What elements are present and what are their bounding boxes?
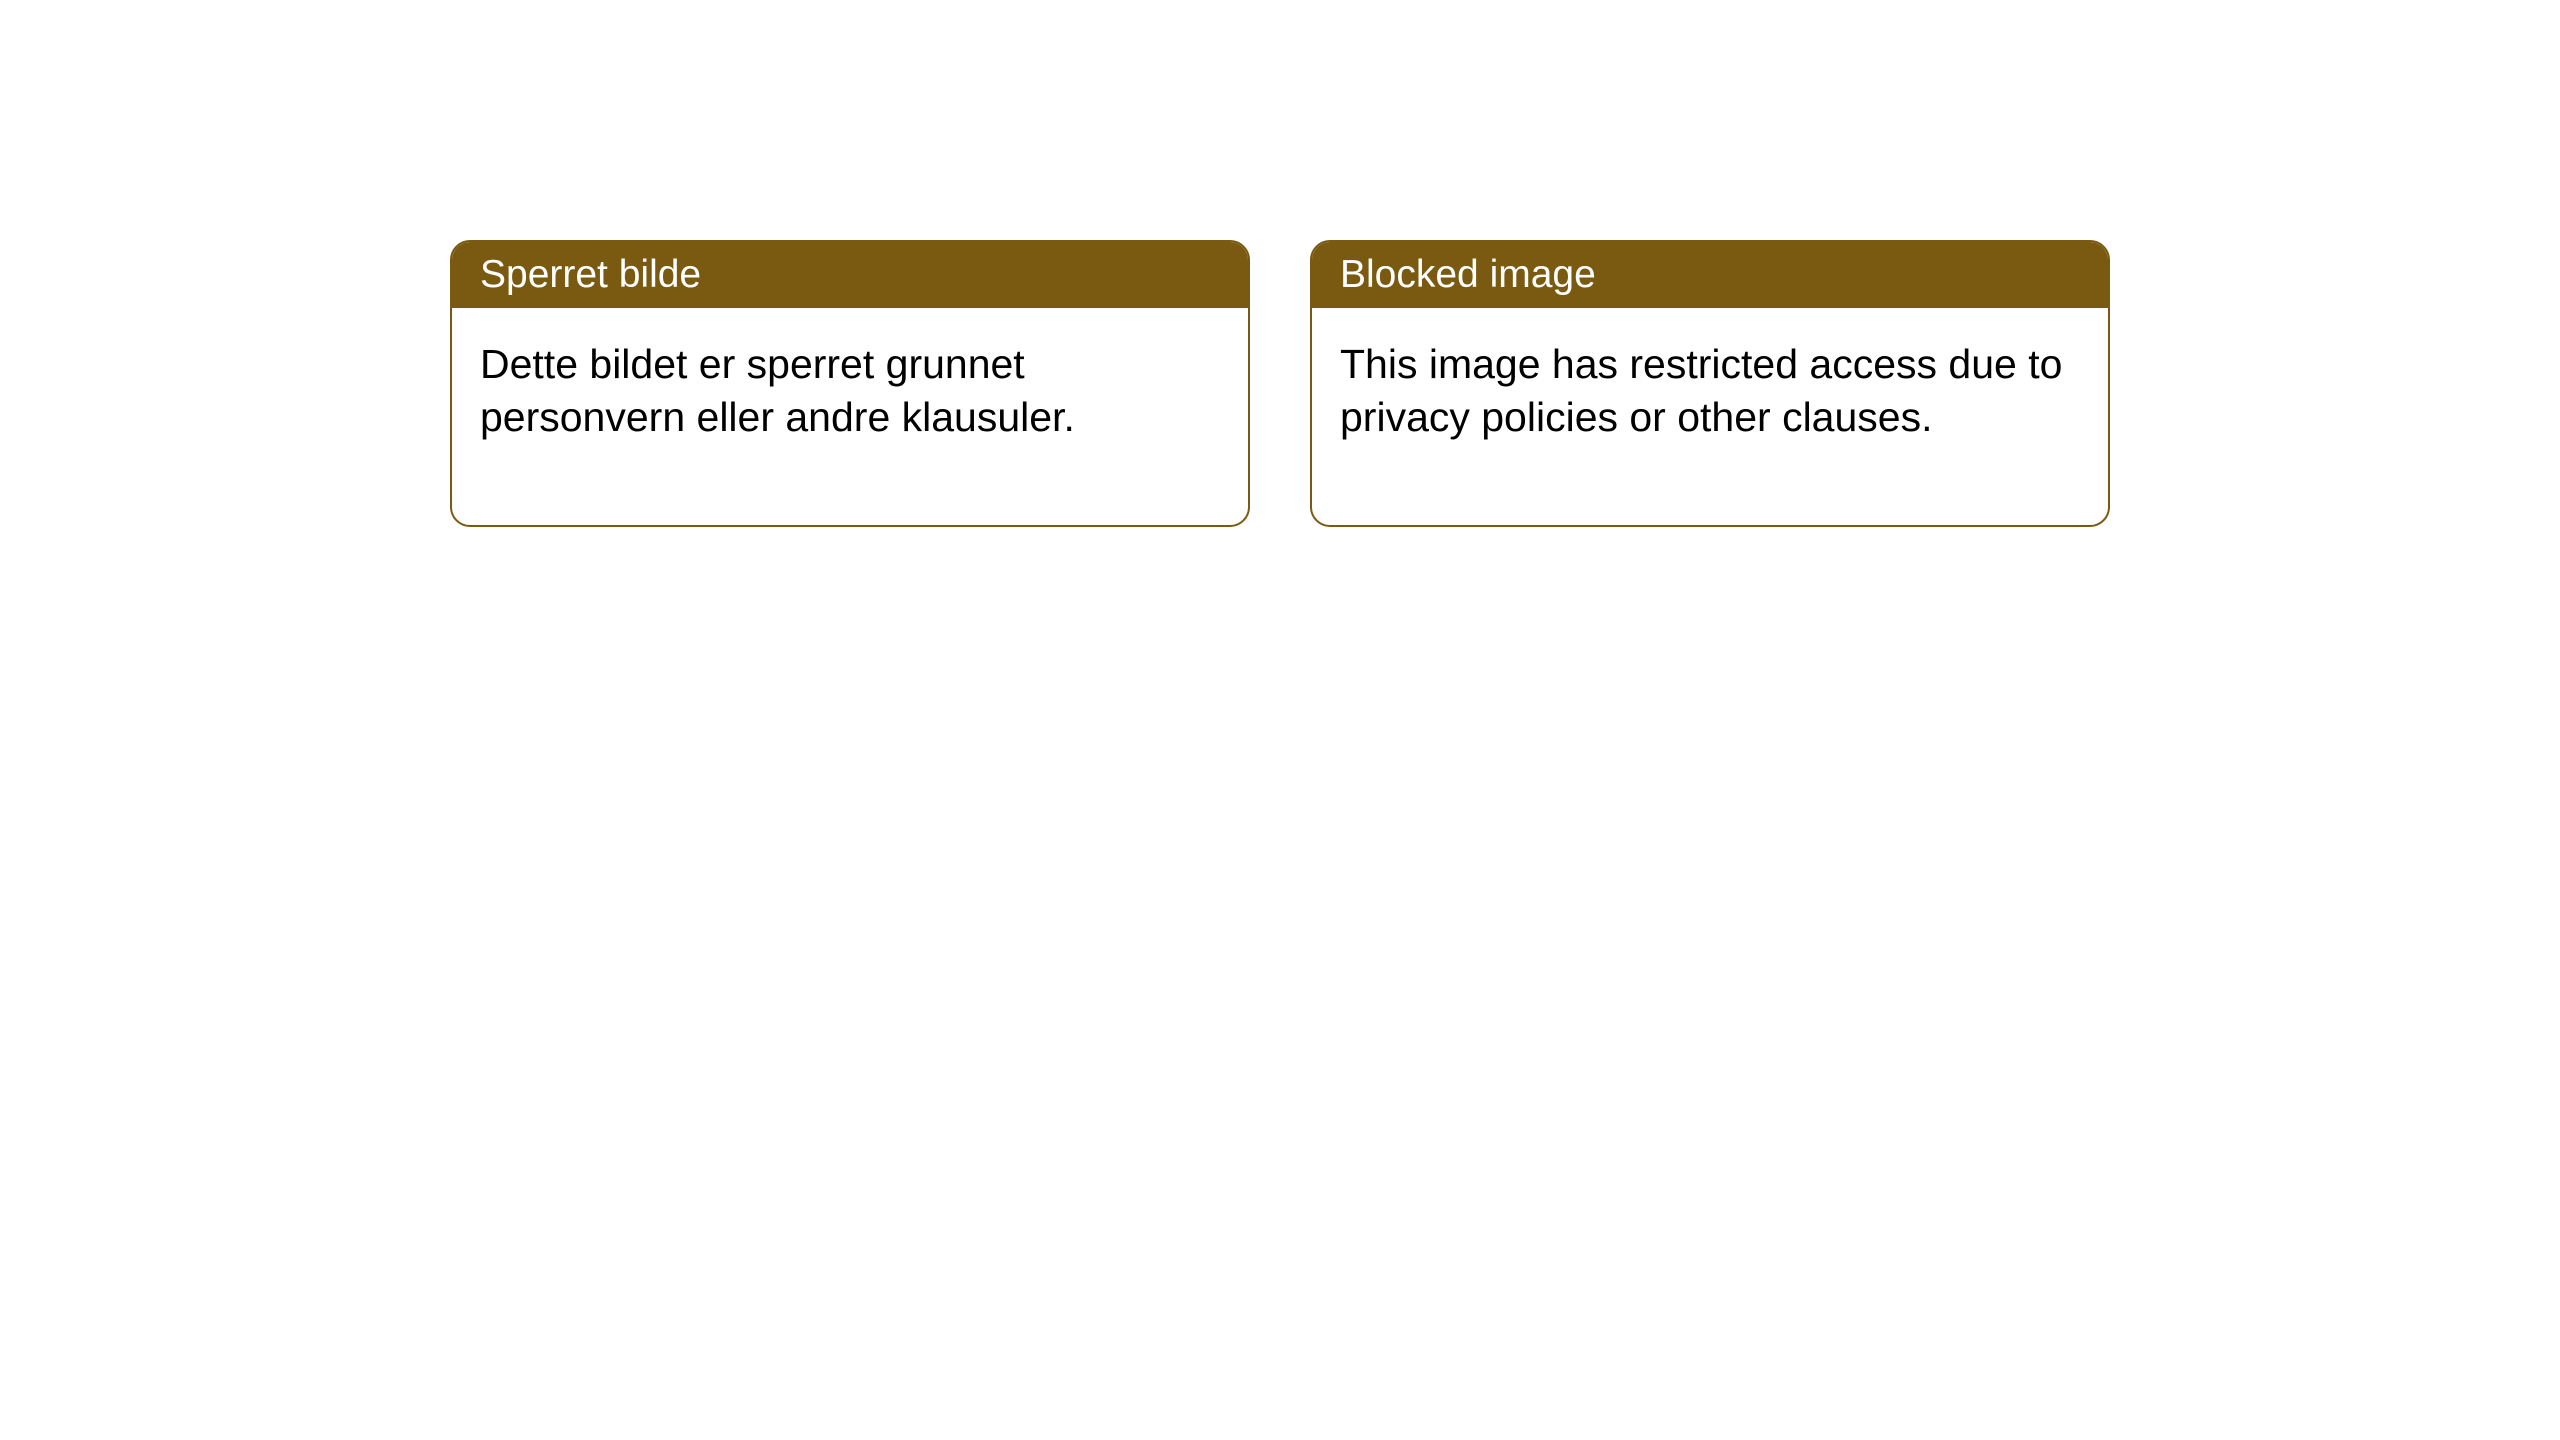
card-body-no: Dette bildet er sperret grunnet personve… (452, 308, 1248, 525)
card-message: Dette bildet er sperret grunnet personve… (480, 341, 1075, 440)
card-header-en: Blocked image (1312, 242, 2108, 308)
card-title: Blocked image (1340, 253, 1596, 296)
blocked-image-card-en: Blocked image This image has restricted … (1310, 240, 2110, 527)
card-body-en: This image has restricted access due to … (1312, 308, 2108, 525)
card-title: Sperret bilde (480, 253, 701, 296)
blocked-image-card-no: Sperret bilde Dette bildet er sperret gr… (450, 240, 1250, 527)
notice-card-container: Sperret bilde Dette bildet er sperret gr… (450, 240, 2110, 527)
card-message: This image has restricted access due to … (1340, 341, 2062, 440)
card-header-no: Sperret bilde (452, 242, 1248, 308)
